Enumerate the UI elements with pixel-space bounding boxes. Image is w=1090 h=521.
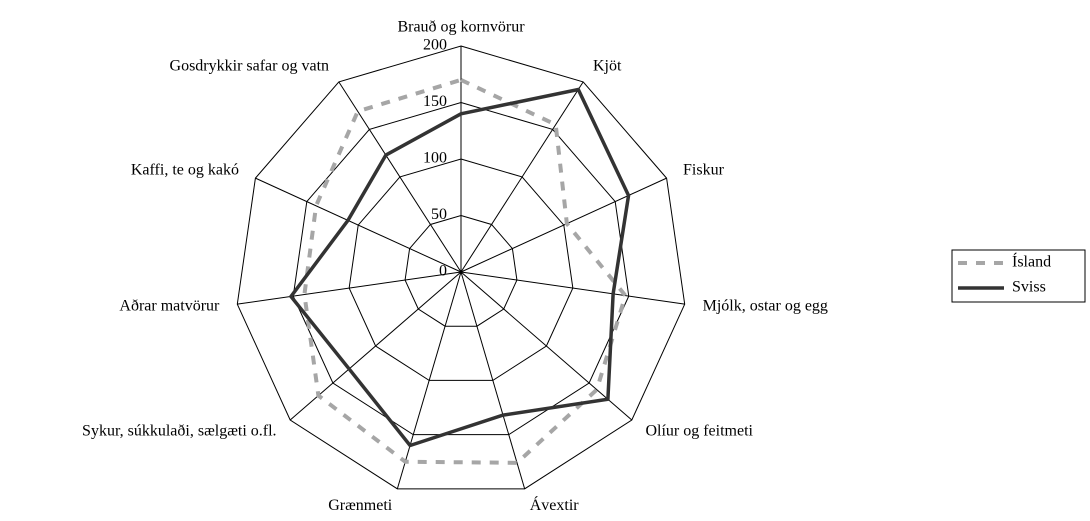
category-label: Brauð og kornvörur [397, 19, 525, 36]
category-label: Fiskur [683, 161, 725, 178]
spoke [396, 271, 462, 489]
spoke [460, 271, 685, 305]
category-label: Ávextir [530, 495, 580, 514]
legend-label: Ísland [1012, 252, 1051, 271]
category-label: Aðrar matvörur [119, 297, 220, 314]
series-line [302, 77, 628, 465]
grid-ring [348, 158, 574, 381]
category-label: Grænmeti [328, 497, 393, 514]
spoke [255, 177, 462, 273]
legend-box [951, 249, 1086, 303]
series-line [288, 87, 631, 448]
grid-ring [236, 45, 686, 490]
category-label: Kaffi, te og kakó [131, 161, 239, 178]
legend-label: Sviss [1012, 279, 1046, 296]
spoke [460, 271, 526, 489]
spoke [237, 271, 462, 305]
category-label: Mjólk, ostar og egg [703, 297, 828, 314]
r-tick-label: 0 [439, 263, 447, 280]
r-tick-label: 200 [423, 37, 447, 54]
spoke [338, 81, 462, 273]
category-label: Sykur, súkkulaði, sælgæti o.fl. [82, 423, 276, 440]
r-tick-label: 50 [431, 206, 447, 223]
category-label: Olíur og feitmeti [645, 423, 753, 440]
category-label: Kjöt [593, 57, 622, 74]
grid-ring [292, 101, 630, 436]
spoke [460, 81, 584, 273]
spoke [460, 271, 633, 421]
r-tick-label: 150 [423, 93, 447, 110]
grid-ring [404, 214, 518, 327]
spoke [460, 177, 667, 273]
category-label: Gosdrykkir safar og vatn [170, 57, 330, 74]
r-tick-label: 100 [423, 150, 447, 167]
